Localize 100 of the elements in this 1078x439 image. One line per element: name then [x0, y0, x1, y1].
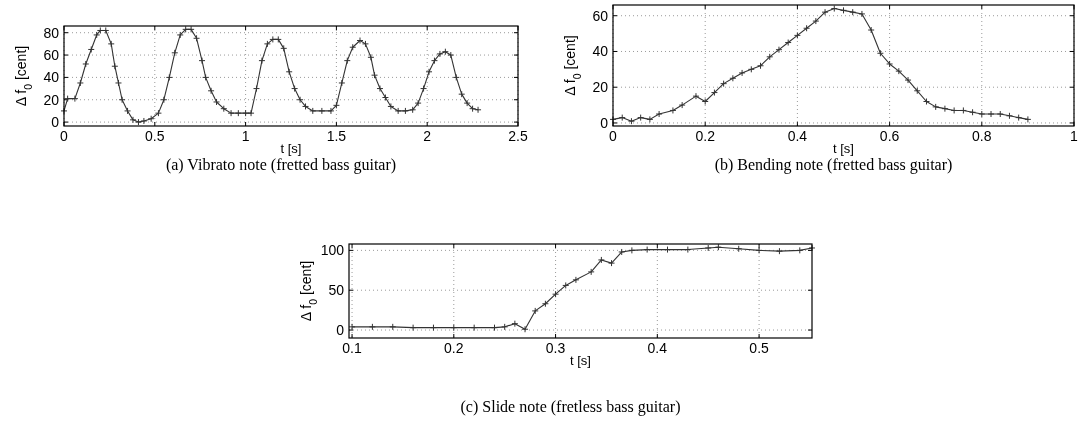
x-tick-label: 1.5 — [326, 128, 347, 144]
point — [775, 247, 783, 255]
y-tick-label: 100 — [320, 242, 345, 259]
x-tick-label: 0.1 — [342, 340, 362, 356]
x-tick-label: 1 — [241, 128, 250, 144]
point — [840, 6, 847, 14]
point — [541, 300, 549, 308]
point — [587, 268, 595, 276]
point — [803, 24, 811, 32]
x-tick-label: 0.4 — [787, 128, 808, 144]
point — [735, 245, 743, 253]
point — [701, 98, 709, 106]
point — [646, 115, 654, 123]
point — [738, 69, 746, 77]
point — [793, 31, 801, 39]
point — [655, 110, 663, 118]
x-tick-label: 0.5 — [749, 340, 770, 356]
point — [913, 87, 921, 95]
x-tick-label: 0.2 — [695, 128, 716, 144]
point — [987, 110, 995, 118]
point — [755, 246, 763, 254]
point — [886, 60, 894, 68]
point — [389, 323, 397, 331]
point — [627, 117, 635, 125]
x-axis-title: t [s] — [570, 353, 591, 368]
y-tick-label: 60 — [592, 7, 609, 24]
point — [684, 246, 692, 254]
point — [429, 324, 437, 332]
text: (b) Bending note (fretted bass guitar) — [714, 156, 953, 174]
point — [766, 53, 774, 61]
point — [858, 10, 866, 18]
point — [618, 114, 626, 122]
y-tick-label: 40 — [43, 69, 60, 86]
point — [511, 320, 519, 328]
y-tick-label: 0 — [600, 114, 609, 131]
point — [959, 106, 967, 114]
point — [521, 325, 529, 333]
text: (a) Vibrato note (fretted bass guitar) — [165, 156, 397, 174]
point — [608, 259, 616, 267]
point — [932, 103, 940, 111]
point — [784, 39, 792, 47]
x-tick-label: 2 — [423, 128, 432, 144]
point — [501, 323, 509, 331]
point — [978, 110, 986, 118]
point — [867, 26, 875, 34]
point — [572, 276, 580, 284]
point — [637, 114, 645, 122]
y-tick-label: 80 — [43, 24, 60, 41]
point — [950, 106, 958, 114]
point — [757, 62, 765, 70]
point — [941, 105, 949, 113]
point — [922, 98, 930, 106]
x-tick-label: 0.8 — [972, 128, 992, 144]
point — [969, 108, 977, 116]
x-tick-label: 0.6 — [879, 128, 900, 144]
point — [775, 46, 783, 54]
point — [1005, 112, 1013, 120]
y-tick-label: 50 — [328, 282, 345, 299]
x-tick-label: 1 — [1070, 128, 1078, 144]
x-tick-label: 0.5 — [145, 128, 165, 144]
y-tick-label: 60 — [43, 47, 60, 64]
y-tick-label: 0 — [336, 322, 345, 339]
point — [597, 256, 605, 264]
point — [904, 76, 912, 84]
point — [1015, 114, 1023, 122]
point — [710, 89, 718, 97]
point — [830, 5, 838, 13]
point — [531, 307, 539, 315]
x-tick-label: 0.3 — [545, 340, 566, 356]
point — [692, 92, 700, 100]
point — [643, 246, 651, 254]
point — [409, 324, 417, 332]
point — [729, 74, 737, 82]
y-tick-label: 20 — [43, 91, 60, 108]
x-axis-title: t [s] — [833, 141, 854, 156]
text: (c) Slide note (fretless bass guitar) — [460, 398, 681, 416]
y-tick-label: 0 — [51, 114, 60, 131]
point — [996, 110, 1004, 118]
point — [628, 246, 636, 254]
point — [450, 324, 458, 332]
point — [895, 67, 903, 75]
point — [669, 106, 677, 114]
point — [849, 8, 857, 16]
x-axis-title: t [s] — [280, 141, 302, 156]
point — [796, 246, 804, 254]
x-tick-label: 0.2 — [444, 340, 464, 356]
point — [368, 323, 376, 331]
y-tick-label: 20 — [592, 79, 609, 96]
x-tick-label: 0.4 — [647, 340, 668, 356]
point — [876, 49, 884, 57]
point — [562, 281, 570, 289]
point — [720, 80, 728, 88]
point — [821, 8, 829, 16]
point — [618, 248, 626, 256]
point — [552, 290, 560, 298]
point — [812, 17, 820, 25]
point — [747, 65, 755, 73]
point — [678, 101, 686, 109]
point — [470, 324, 478, 332]
point — [704, 244, 712, 252]
